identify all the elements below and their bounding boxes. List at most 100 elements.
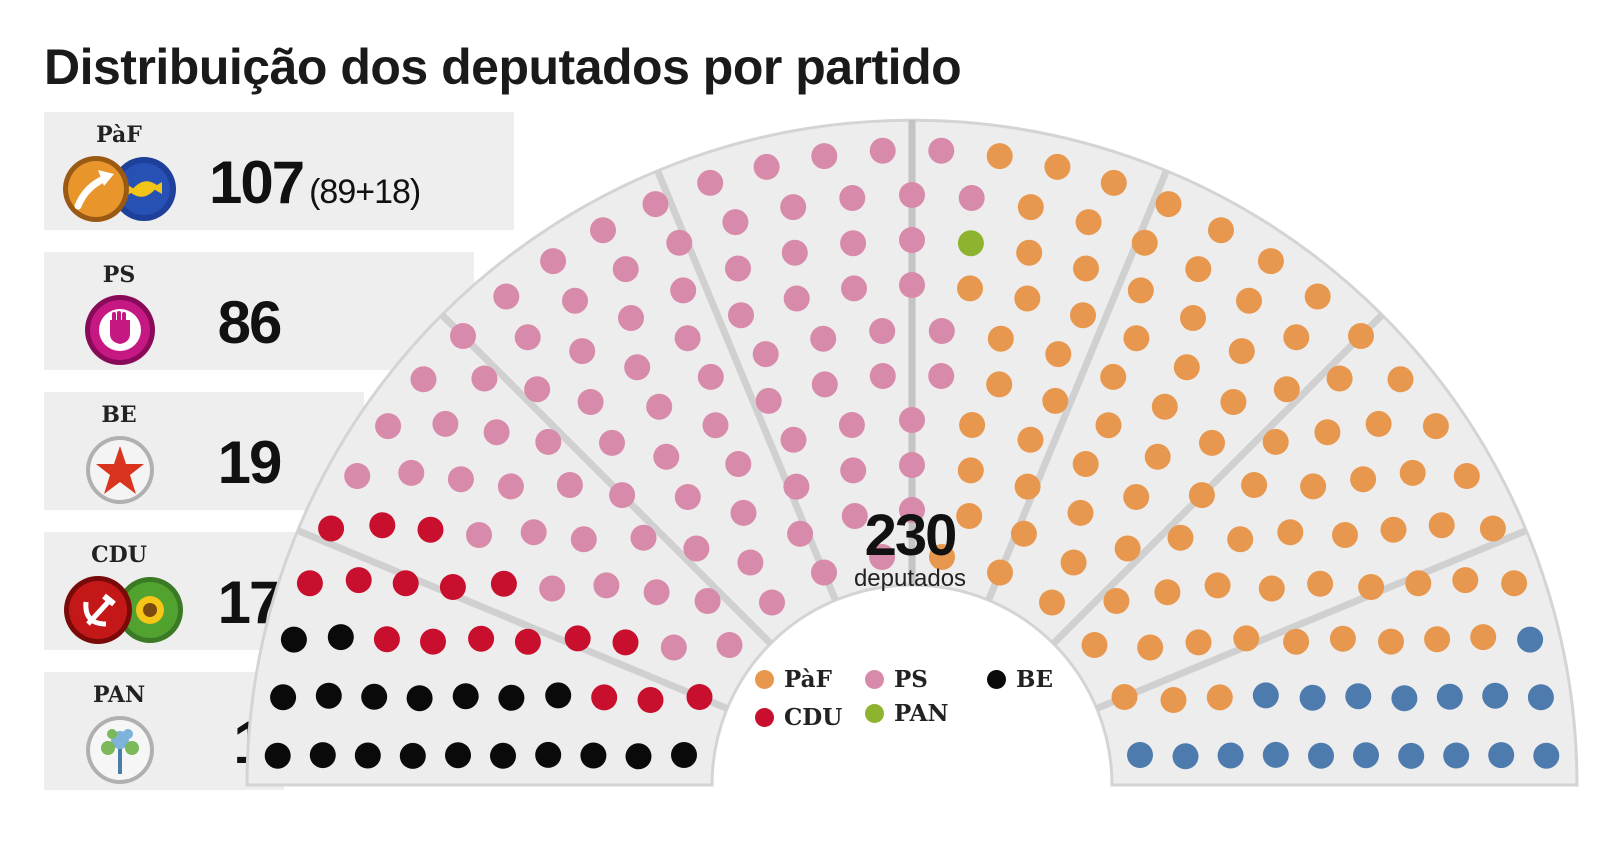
seat-dot xyxy=(264,742,291,769)
total-seats: 230 deputados xyxy=(850,505,970,591)
seat-dot xyxy=(1131,229,1158,256)
seat-dot xyxy=(694,588,721,614)
seat-dot xyxy=(471,365,498,392)
seat-dot xyxy=(361,683,388,710)
seat-dot xyxy=(318,515,345,542)
seat-dot xyxy=(490,742,516,769)
seat-dot xyxy=(1501,570,1528,597)
seat-dot xyxy=(1016,239,1043,266)
seat-dot xyxy=(1527,684,1554,711)
seat-dot xyxy=(490,570,517,597)
seat-dot xyxy=(439,574,466,600)
seat-dot xyxy=(899,227,925,253)
seat-dot xyxy=(840,457,867,484)
seat-dot xyxy=(580,742,607,769)
seat-dot xyxy=(637,687,664,713)
seat-dot xyxy=(1326,365,1353,392)
seat-dot xyxy=(1304,283,1331,310)
legend-label: BE xyxy=(1016,666,1053,693)
seat-dot xyxy=(1436,683,1463,710)
seat-dot xyxy=(1424,626,1451,653)
seat-dot xyxy=(1479,515,1506,542)
seat-dot xyxy=(1160,687,1187,713)
seat-dot xyxy=(759,589,785,616)
seat-dot xyxy=(1137,634,1164,661)
seat-dot xyxy=(869,544,895,570)
seat-dot xyxy=(1348,323,1374,349)
seat-number: 86 xyxy=(217,289,283,356)
seat-dot xyxy=(725,451,752,477)
seat-dot xyxy=(612,629,639,656)
party-abbr: BE xyxy=(101,402,137,428)
legend-swatch xyxy=(865,704,884,723)
seat-dot xyxy=(354,742,381,769)
seat-dot xyxy=(1332,522,1358,548)
seat-dot xyxy=(722,209,749,236)
seat-dot xyxy=(697,169,724,196)
seat-dot xyxy=(1014,473,1041,500)
seat-dot xyxy=(899,182,925,208)
seat-dot xyxy=(1353,742,1379,769)
seat-dot xyxy=(811,371,838,398)
seat-dot xyxy=(1123,484,1150,510)
party-abbr: CDU xyxy=(91,542,147,568)
seat-dot xyxy=(810,325,837,352)
legend-label: PS xyxy=(894,666,928,693)
seat-dot xyxy=(987,559,1013,586)
seat-dot xyxy=(432,410,459,437)
seat-dot xyxy=(1470,624,1497,651)
seat-dot xyxy=(869,318,896,344)
seat-dot xyxy=(716,632,743,658)
legend-swatch xyxy=(755,670,774,689)
seat-dot xyxy=(1308,742,1334,769)
seat-dot xyxy=(1378,628,1404,655)
total-label: deputados xyxy=(853,565,967,592)
seat-dot xyxy=(535,741,562,768)
cdu-logo-icon xyxy=(64,576,183,644)
seat-dot xyxy=(545,682,572,709)
legend-item-be: BE xyxy=(987,666,1053,693)
seat-dot xyxy=(755,387,782,414)
seat-note: (89+18) xyxy=(309,173,421,211)
seat-dot xyxy=(564,625,591,652)
seat-dot xyxy=(483,419,510,446)
seat-dot xyxy=(928,137,955,164)
seat-dot xyxy=(899,452,925,478)
seat-dot xyxy=(1185,629,1212,656)
seat-dot xyxy=(1329,625,1356,652)
seat-dot xyxy=(869,137,896,164)
seat-dot xyxy=(783,285,810,312)
seat-dot xyxy=(1307,570,1334,597)
seat-dot xyxy=(1236,287,1262,314)
seat-dot xyxy=(593,572,620,599)
legend-label: PàF xyxy=(784,666,832,693)
party-row-paf: PàF 107 (89+18) xyxy=(44,112,514,230)
seat-dot xyxy=(671,742,697,768)
seat-dot xyxy=(599,429,625,456)
sector-divider xyxy=(1050,312,1385,647)
seat-dot xyxy=(838,412,865,438)
party-row-pan: PAN 1 xyxy=(44,672,284,790)
seat-dot xyxy=(737,549,764,576)
seat-dot xyxy=(1220,389,1247,415)
seat-dot xyxy=(498,684,525,711)
seat-dot xyxy=(624,354,651,381)
seat-dot xyxy=(725,255,751,282)
legend-item-cdu: CDU xyxy=(755,704,842,731)
seat-dot xyxy=(1283,628,1310,655)
seat-dot xyxy=(445,742,471,769)
seat-dot xyxy=(702,412,729,439)
seat-dot xyxy=(1227,526,1254,553)
seat-dot xyxy=(1277,519,1304,546)
seat-dot xyxy=(666,229,693,256)
seat-dot xyxy=(642,191,669,218)
seat-dot xyxy=(730,499,757,526)
seat-dot xyxy=(612,256,639,283)
seat-dot xyxy=(674,325,701,352)
seat-dot xyxy=(569,338,596,365)
seat-dot xyxy=(570,526,597,553)
seat-dot xyxy=(986,143,1013,170)
seat-dot xyxy=(1517,626,1544,653)
party-row-be: BE 19 xyxy=(44,392,364,510)
seat-dot xyxy=(1387,366,1414,393)
